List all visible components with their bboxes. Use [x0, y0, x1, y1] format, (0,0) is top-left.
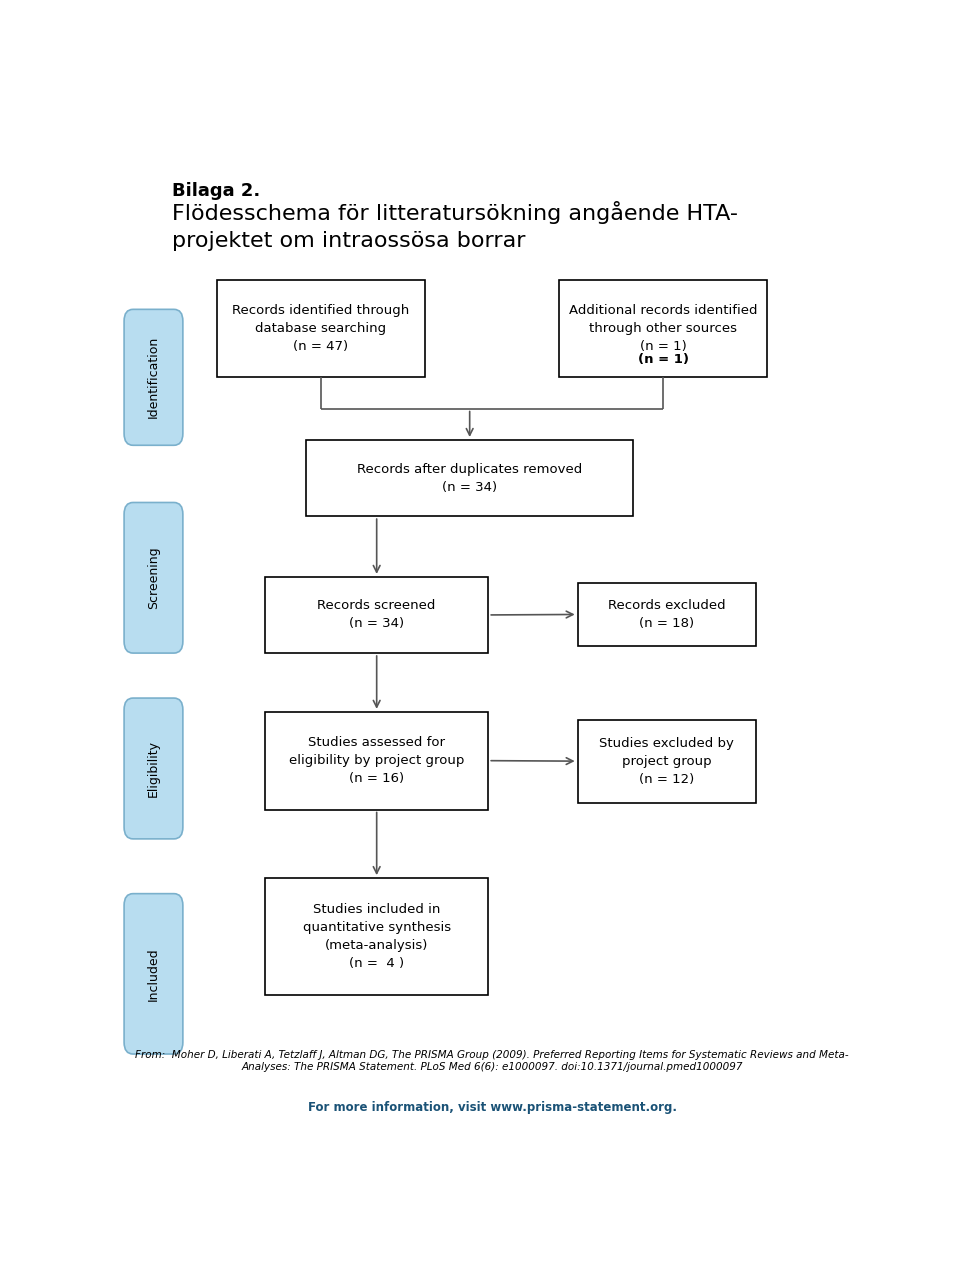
FancyBboxPatch shape: [578, 720, 756, 803]
Text: Records identified through
database searching
(n = 47): Records identified through database sear…: [232, 304, 410, 353]
FancyBboxPatch shape: [124, 503, 182, 653]
FancyBboxPatch shape: [217, 279, 425, 377]
FancyBboxPatch shape: [578, 583, 756, 646]
Text: Eligibility: Eligibility: [147, 740, 160, 798]
Text: Additional records identified
through other sources
(n = 1): Additional records identified through ot…: [569, 304, 757, 353]
Text: Screening: Screening: [147, 546, 160, 610]
FancyBboxPatch shape: [124, 310, 182, 446]
Text: Bilaga 2.: Bilaga 2.: [172, 182, 260, 199]
Text: projektet om intraossösa borrar: projektet om intraossösa borrar: [172, 231, 525, 250]
Text: (n = 1): (n = 1): [637, 353, 688, 366]
FancyBboxPatch shape: [265, 577, 489, 653]
FancyBboxPatch shape: [306, 439, 634, 516]
FancyBboxPatch shape: [265, 878, 489, 996]
FancyBboxPatch shape: [559, 279, 767, 377]
Text: From:  Moher D, Liberati A, Tetzlaff J, Altman DG, The PRISMA Group (2009). Pref: From: Moher D, Liberati A, Tetzlaff J, A…: [135, 1050, 849, 1072]
Text: Identification: Identification: [147, 337, 160, 418]
Text: Records excluded
(n = 18): Records excluded (n = 18): [608, 599, 726, 630]
Text: For more information, visit www.prisma-statement.org.: For more information, visit www.prisma-s…: [307, 1101, 677, 1114]
FancyBboxPatch shape: [124, 894, 182, 1054]
Text: Studies excluded by
project group
(n = 12): Studies excluded by project group (n = 1…: [599, 737, 734, 786]
Text: Included: Included: [147, 947, 160, 1001]
FancyBboxPatch shape: [124, 698, 182, 839]
Text: Studies assessed for
eligibility by project group
(n = 16): Studies assessed for eligibility by proj…: [289, 737, 465, 785]
FancyBboxPatch shape: [265, 711, 489, 809]
Text: Studies included in
quantitative synthesis
(meta-analysis)
(n =  4 ): Studies included in quantitative synthes…: [302, 903, 451, 970]
Text: Flödesschema för litteratursökning angående HTA-: Flödesschema för litteratursökning angåe…: [172, 202, 738, 225]
Text: Records screened
(n = 34): Records screened (n = 34): [318, 599, 436, 630]
Text: Records after duplicates removed
(n = 34): Records after duplicates removed (n = 34…: [357, 462, 583, 494]
